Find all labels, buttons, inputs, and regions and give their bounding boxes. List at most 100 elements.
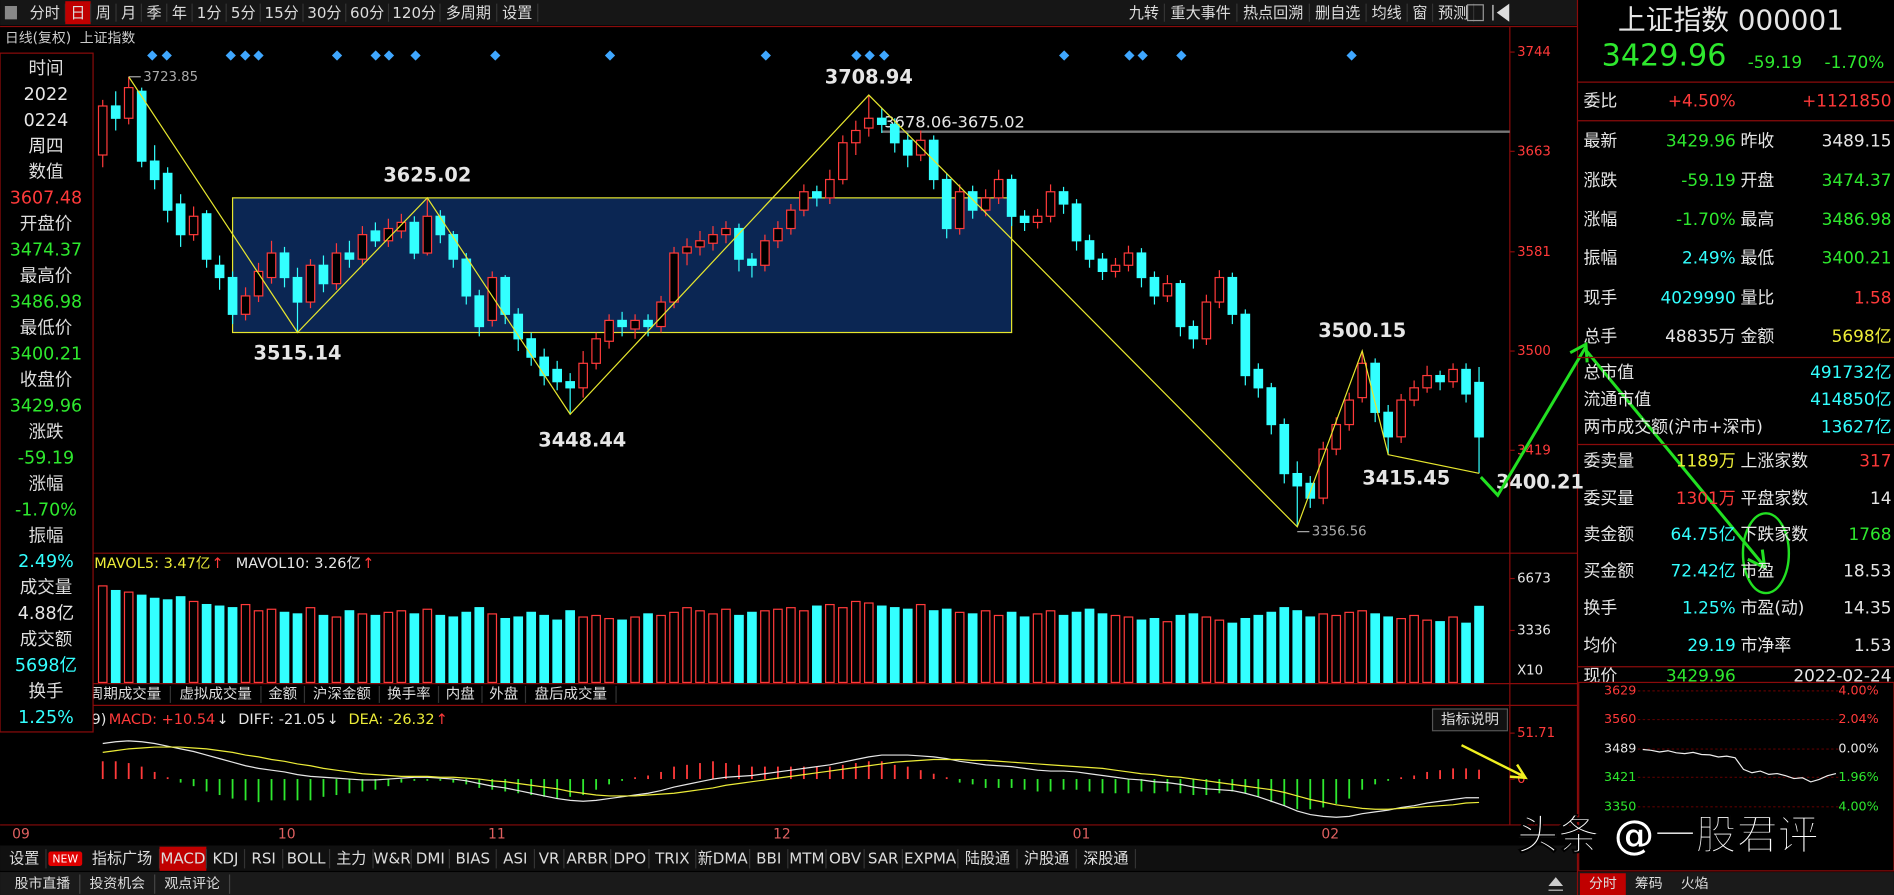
volume-bar — [1292, 610, 1303, 684]
toolbar-button[interactable]: 15分 — [264, 4, 298, 22]
toolbar-button[interactable]: 删自选 — [1315, 4, 1360, 22]
quote-label: 昨收 — [1741, 130, 1775, 150]
info-value: 0224 — [24, 111, 69, 131]
indicator-tab[interactable]: ARBR — [566, 849, 608, 867]
status-tab[interactable]: 筹码 — [1635, 875, 1663, 892]
candle-body — [760, 240, 770, 266]
indicator-help-button[interactable] — [1431, 708, 1509, 732]
indicator-tab[interactable]: DPO — [614, 849, 647, 867]
volume-tab[interactable]: 换手率 — [387, 686, 430, 703]
indicator-tab[interactable]: 设置 — [9, 849, 39, 867]
candle-body — [136, 90, 147, 162]
volume-tab[interactable]: 内盘 — [446, 685, 475, 703]
candle-body — [630, 319, 640, 330]
toolbar-button[interactable]: 月 — [121, 4, 136, 22]
indicator-tab[interactable]: EXPMA — [904, 849, 957, 867]
indicator-tab[interactable]: 陆股通 — [965, 849, 1010, 867]
indicator-tab[interactable]: OBV — [829, 849, 862, 867]
indicator-tab[interactable]: RSI — [251, 849, 276, 867]
toolbar-button[interactable]: 分时 — [30, 4, 60, 22]
volume-bar — [876, 605, 887, 684]
candle-body — [1201, 301, 1212, 340]
volume-bar — [292, 613, 303, 684]
candle-body — [682, 246, 692, 254]
toolbar-button[interactable]: 九转 — [1129, 4, 1159, 22]
status-tab[interactable]: 股市直播 — [15, 875, 71, 892]
toolbar-button[interactable]: 120分 — [392, 4, 436, 22]
volume-tab[interactable]: 盘后成交量 — [535, 685, 607, 703]
lock-icon[interactable] — [1466, 4, 1484, 22]
toolbar-button[interactable]: 均线 — [1372, 4, 1402, 22]
candle-body — [266, 252, 277, 279]
indicator-tab[interactable]: KDJ — [212, 849, 238, 867]
indicator-tab[interactable]: W&R — [374, 849, 412, 867]
indicator-tab[interactable]: BBI — [756, 849, 781, 867]
mini-pct-label: 0.00% — [1838, 741, 1878, 756]
volume-tab[interactable]: 金额 — [268, 686, 297, 703]
volume-bar — [110, 589, 121, 684]
indicator-tab[interactable]: ASI — [503, 849, 527, 867]
volume-bar — [123, 591, 134, 684]
info-value: 5698亿 — [15, 656, 77, 676]
indicator-tab[interactable]: VR — [539, 849, 560, 867]
status-tab[interactable]: 分时 — [1589, 876, 1617, 892]
annotation: 3400.21 — [1496, 470, 1584, 493]
volume-tab[interactable]: 外盘 — [489, 685, 518, 703]
indicator-tab[interactable]: BIAS — [455, 849, 490, 867]
quote-value: 3474.37 — [1822, 170, 1892, 190]
toolbar-button[interactable]: 年 — [172, 4, 187, 22]
toolbar-button[interactable]: 30分 — [307, 4, 341, 22]
candle-body — [318, 264, 329, 285]
candle-body — [162, 172, 173, 211]
indicator-tab[interactable]: MACD — [160, 849, 205, 867]
indicator-tab[interactable]: TRIX — [654, 849, 689, 867]
indicator-tab[interactable]: DMI — [416, 849, 445, 867]
toolbar-button[interactable]: 窗 — [1412, 4, 1427, 22]
collapse-icon[interactable] — [1492, 3, 1510, 22]
indicator-tab[interactable]: SAR — [868, 849, 899, 867]
quote-value: 48835万 — [1665, 326, 1736, 346]
toolbar-button[interactable]: 重大事件 — [1170, 4, 1230, 22]
quote-label: 涨跌 — [1584, 170, 1618, 190]
quote-value: 13627亿 — [1821, 417, 1892, 437]
toolbar-button[interactable]: 周 — [96, 4, 111, 22]
indicator-tab[interactable]: 主力 — [336, 849, 366, 867]
volume-bar — [617, 619, 627, 684]
candle-body — [1045, 191, 1056, 217]
chart-name: 上证指数 — [80, 31, 136, 47]
toolbar-button[interactable]: 季 — [147, 4, 162, 22]
candle-body — [1188, 325, 1199, 340]
macd-arrow: ↓ — [216, 712, 228, 728]
candle-body — [344, 252, 355, 260]
quote-value: 64.75亿 — [1670, 524, 1735, 544]
volume-tab[interactable]: 沪深金额 — [313, 686, 371, 703]
toolbar-button[interactable]: 60分 — [350, 4, 384, 22]
toolbar-button[interactable]: 热点回溯 — [1243, 4, 1303, 22]
status-tab[interactable]: 观点评论 — [164, 876, 220, 892]
quote-value: 14.35 — [1843, 598, 1891, 618]
volume-bar — [201, 603, 212, 684]
annotation: 3625.02 — [383, 164, 471, 187]
toolbar-button[interactable]: 5分 — [231, 4, 256, 22]
indicator-tab[interactable]: 指标广场 — [92, 849, 152, 867]
indicator-tab[interactable]: MTM — [789, 849, 824, 867]
toolbar-button[interactable]: 多周期 — [446, 4, 491, 22]
indicator-tab[interactable]: BOLL — [287, 849, 326, 867]
volume-tab[interactable]: 虚拟成交量 — [179, 685, 251, 703]
volume-bar — [1175, 614, 1186, 684]
indicator-tab[interactable]: 新DMA — [698, 849, 749, 867]
toolbar-bg — [0, 0, 1578, 26]
status-tab[interactable]: 火焰 — [1681, 876, 1709, 892]
x-tick-label: 11 — [488, 827, 506, 843]
indicator-tab[interactable]: 深股通 — [1083, 849, 1128, 867]
toolbar-button[interactable]: 设置 — [502, 4, 532, 22]
toolbar-button[interactable]: 日 — [70, 4, 85, 22]
toolbar-button[interactable]: 1分 — [197, 4, 222, 22]
status-tab[interactable]: 投资机会 — [89, 876, 145, 892]
volume-bar — [1045, 610, 1056, 684]
volume-tab[interactable]: 周期成交量 — [89, 685, 161, 703]
quote-value: 2.49% — [1682, 247, 1736, 267]
toolbar-button[interactable]: 预测 — [1438, 4, 1468, 22]
indicator-tab[interactable]: 沪股通 — [1024, 849, 1069, 867]
